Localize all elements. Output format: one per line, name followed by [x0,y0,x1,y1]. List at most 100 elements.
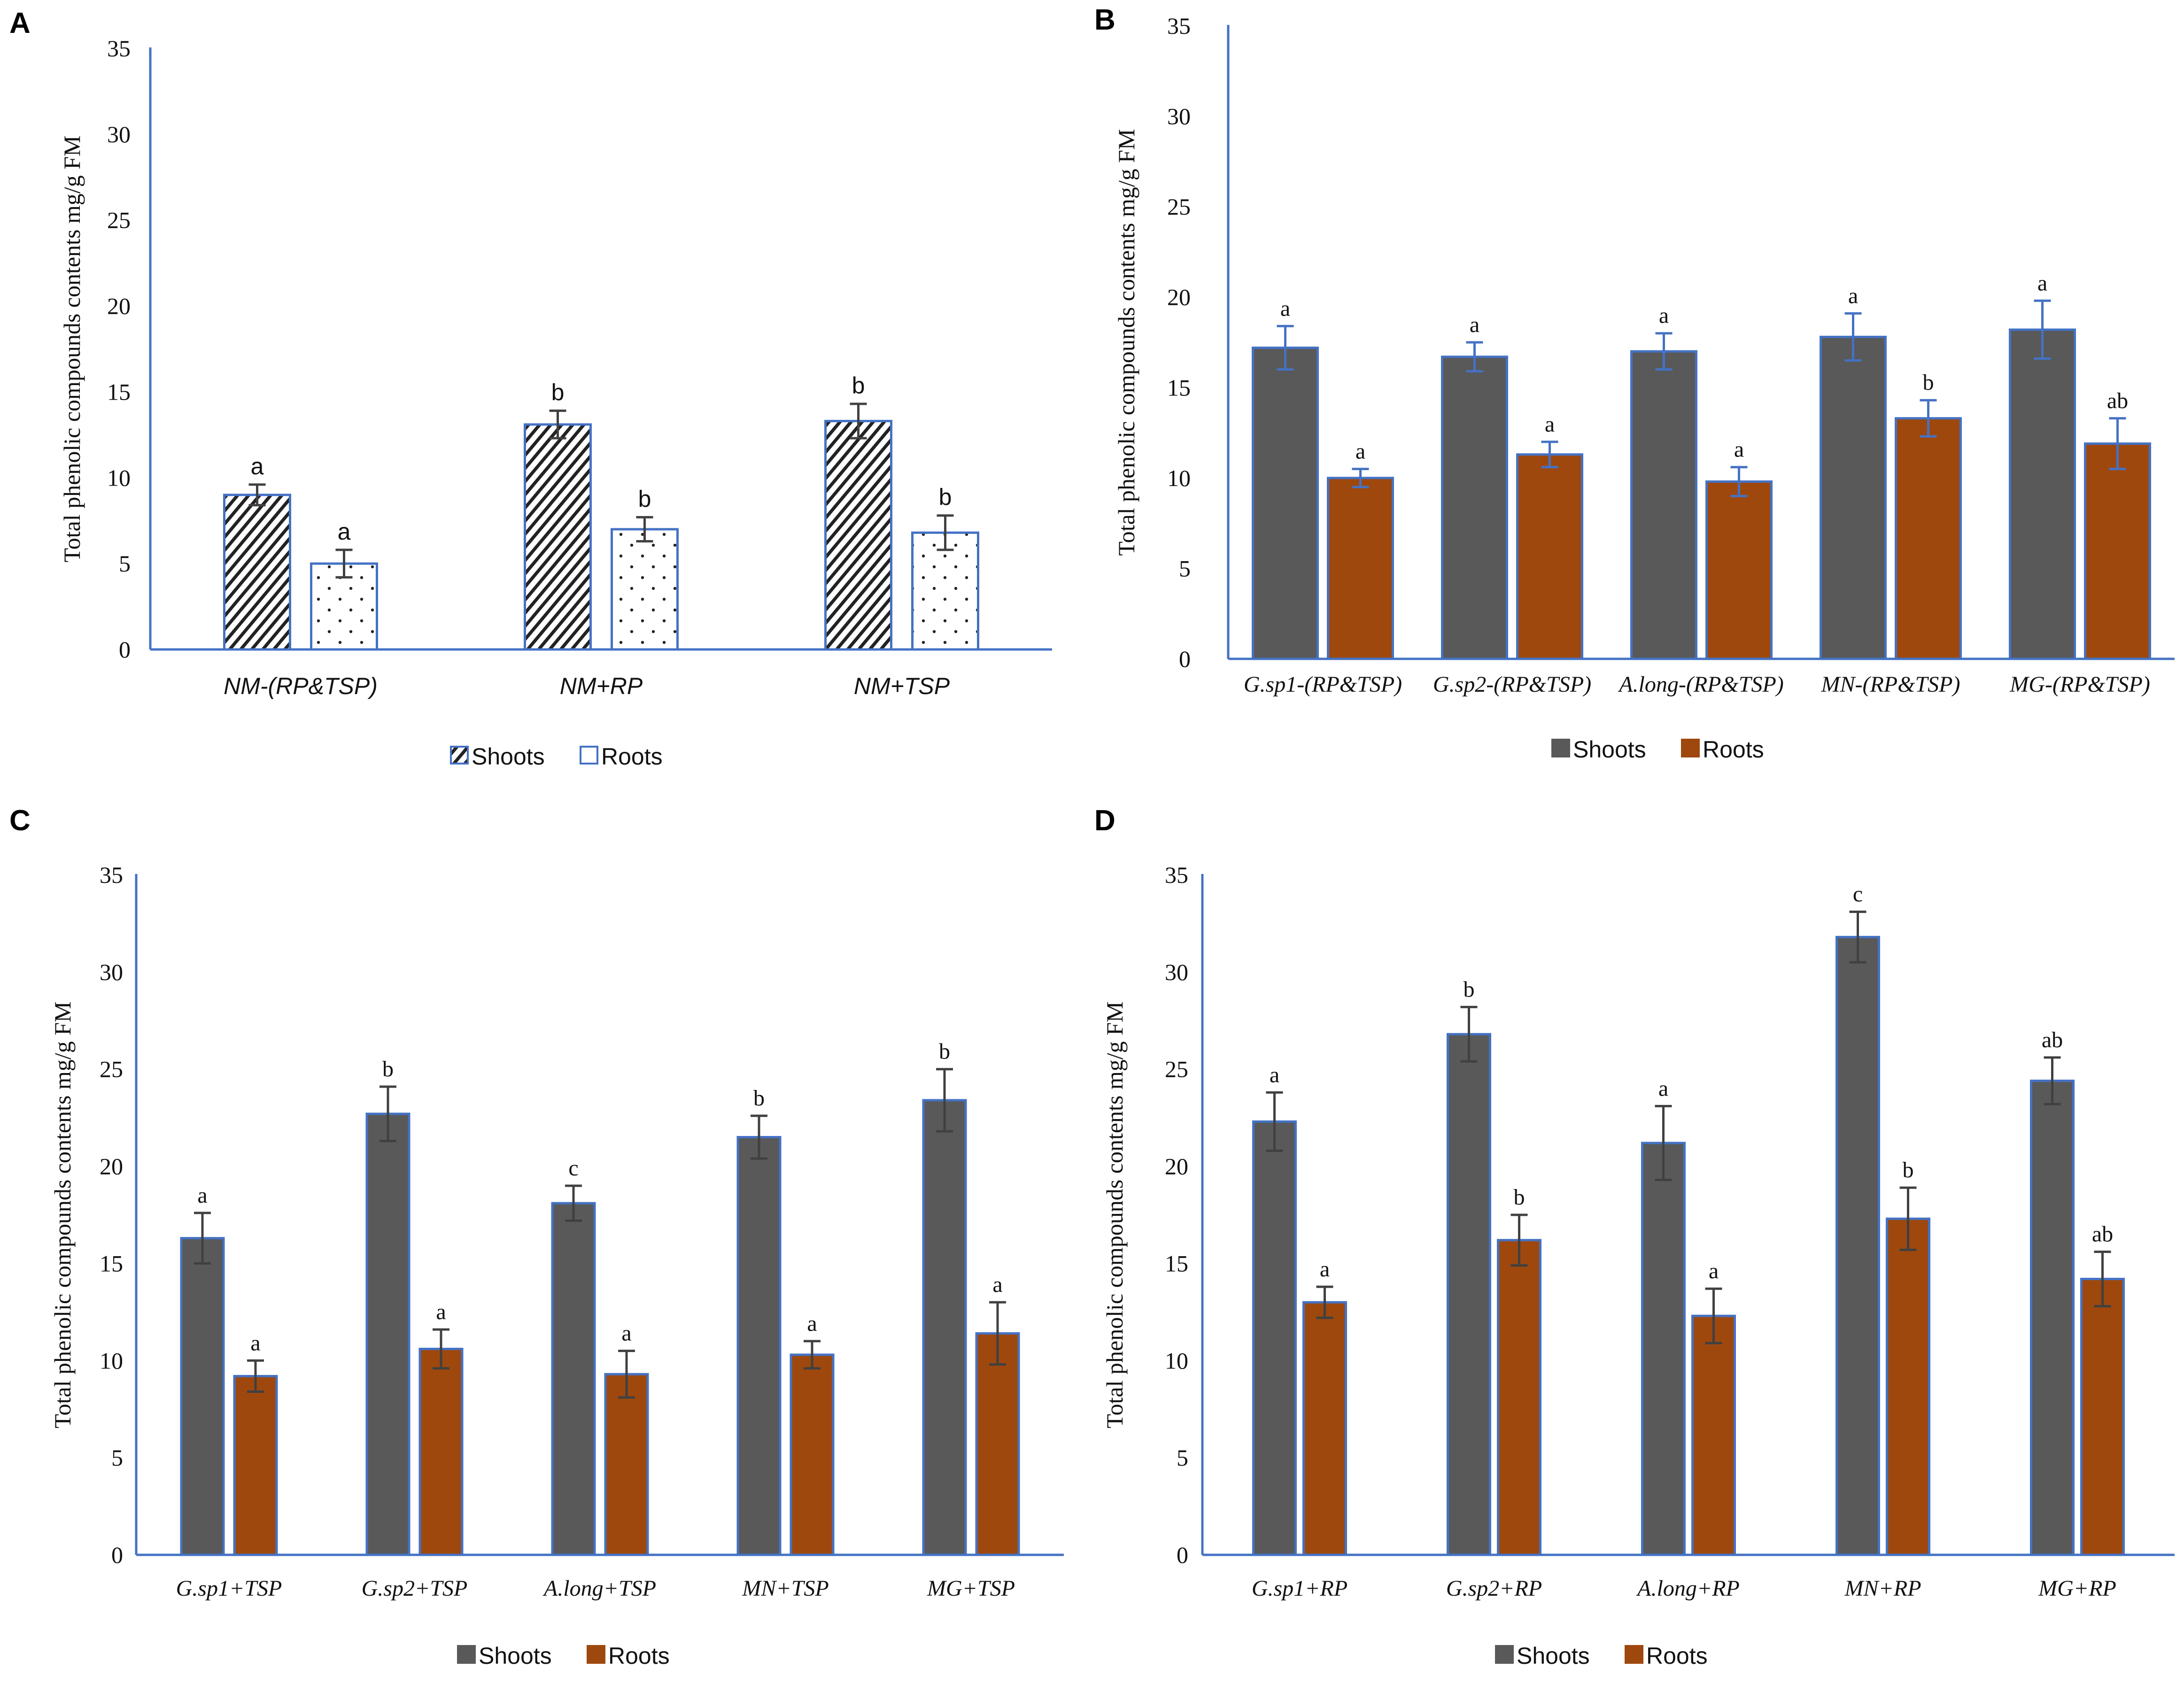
x-category-label: A.long-(RP&TSP) [1618,672,1784,697]
y-tick-label: 25 [1165,1056,1188,1082]
x-category-label: G.sp2-(RP&TSP) [1433,672,1591,697]
y-tick-label: 10 [1167,465,1191,491]
y-tick-label: 15 [100,1250,123,1276]
y-tick-label: 10 [100,1347,123,1374]
bar-shoots [2009,328,2076,660]
x-category-label: NM+RP [560,673,643,699]
significance-label: b [551,379,565,406]
bars: a a b a c a b a b a [180,1039,1020,1556]
significance-label: a [807,1311,817,1336]
chart-panel-a: A 0 5 10 15 20 25 30 35 Total phenolic compounds … [9,7,1052,770]
error-bar [618,1350,635,1399]
y-tick-label: 25 [107,207,131,233]
significance-label: a [1709,1259,1719,1283]
significance-label: b [382,1057,394,1081]
error-bar [1899,1186,1917,1251]
error-bar [850,402,867,440]
y-tick-label: 5 [1179,555,1191,581]
y-tick-label: 10 [1165,1347,1188,1374]
y-tick-label: 0 [119,636,131,663]
significance-label: b [852,372,865,399]
x-category-label: G.sp1+TSP [176,1576,282,1601]
error-bar [1352,468,1369,488]
significance-label: a [2037,270,2047,295]
legend: Shoots Roots [457,1643,670,1669]
bar-shoots [1835,935,1880,1556]
y-tick-label: 30 [107,121,131,147]
bar-shoots [1630,350,1697,660]
y-tick-label: 5 [111,1445,123,1471]
bar-shoots [1441,355,1508,660]
x-category-label: MG+TSP [927,1576,1015,1601]
error-bar [636,516,653,543]
error-bar [565,1184,582,1222]
y-tick-label: 20 [107,293,131,319]
legend-swatch-shoots [457,1645,476,1664]
bar-roots [1497,1239,1541,1556]
panel-letter: C [9,804,31,837]
significance-label: a [338,518,351,545]
bar-roots [1895,417,1962,660]
significance-label: a [1280,296,1290,321]
legend-swatch-shoots [1495,1645,1514,1664]
y-tick-labels: 0 5 10 15 20 25 30 35 [107,35,131,663]
y-tick-label: 20 [100,1153,123,1180]
legend: Shoots Roots [1495,1643,1708,1669]
y-tick-label: 35 [1167,13,1191,39]
error-bar [1849,911,1866,964]
x-category-label: NM-(RP&TSP) [224,673,378,699]
y-tick-label: 5 [1177,1445,1188,1471]
error-bar [248,483,266,507]
bar-shoots [824,420,892,651]
bar-roots [611,528,679,651]
significance-label: a [1734,437,1744,462]
bar-shoots [524,423,592,651]
bar-roots [911,531,979,651]
x-category-label: A.long+TSP [542,1576,656,1601]
y-tick-label: 25 [100,1056,123,1082]
error-bar [1466,341,1483,373]
legend-label-roots: Roots [1703,736,1764,763]
y-tick-label: 35 [100,862,123,888]
error-bar [937,514,954,551]
chart-panel-d: D 0 5 10 15 20 25 30 35 Total phenolic compounds … [1094,804,2175,1669]
bar-shoots [551,1202,596,1556]
significance-label: b [939,1039,950,1064]
x-category-label: G.sp1+RP [1252,1576,1348,1601]
bar-roots [604,1373,649,1556]
legend-label-shoots: Shoots [1573,736,1646,763]
significance-label: b [1464,977,1475,1002]
x-category-label: G.sp1-(RP&TSP) [1244,672,1402,697]
bar-shoots [1641,1142,1686,1556]
significance-label: a [1659,303,1669,328]
bar-shoots [2030,1080,2075,1556]
legend-swatch-shoots [450,746,469,765]
error-bar [936,1068,953,1133]
legend-label-shoots: Shoots [472,743,545,770]
error-bar [1844,312,1862,362]
x-category-label: A.long+RP [1636,1576,1740,1601]
y-tick-label: 30 [1165,959,1188,985]
x-category-label: MN+TSP [742,1576,829,1601]
y-tick-label: 10 [107,464,131,491]
y-tick-label: 0 [1177,1542,1188,1568]
y-tick-label: 0 [111,1542,123,1568]
error-bar [194,1212,211,1265]
y-axis-title: Total phenolic compounds contents mg/g F… [49,1002,76,1429]
y-tick-label: 0 [1179,646,1191,672]
bar-roots [2084,442,2151,660]
significance-label: a [1848,283,1858,308]
bar-roots [1886,1217,1930,1556]
error-bar [1920,399,1937,438]
y-tick-label: 35 [107,35,131,62]
bar-shoots [736,1136,782,1556]
legend-swatch-shoots [1551,739,1570,757]
bar-roots [418,1347,464,1556]
significance-label: a [1320,1257,1330,1282]
significance-label: b [939,484,952,510]
bar-roots [790,1353,835,1556]
error-bar [1655,1105,1672,1182]
error-bar [1277,324,1294,371]
bar-shoots [223,494,291,651]
